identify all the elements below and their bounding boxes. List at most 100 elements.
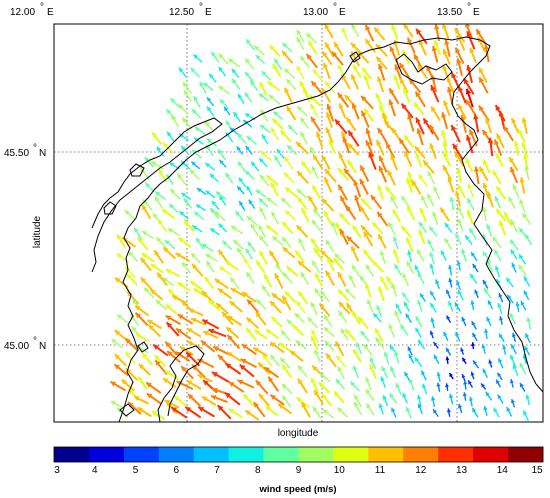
wind-arrow <box>368 364 377 379</box>
wind-arrow <box>458 403 463 414</box>
wind-arrow <box>212 345 230 356</box>
wind-arrow <box>325 239 335 253</box>
wind-arrow <box>390 196 399 209</box>
wind-arrow <box>300 160 312 175</box>
wind-arrow <box>152 343 169 357</box>
wind-arrow <box>245 271 255 284</box>
wind-arrow <box>270 182 279 197</box>
wind-arrow <box>110 400 125 409</box>
wind-arrow <box>507 196 517 210</box>
lat-tick-deg: ° <box>33 143 37 154</box>
wind-arrow <box>395 382 402 395</box>
wind-arrow <box>378 63 386 81</box>
wind-arrow <box>265 405 279 417</box>
wind-arrow <box>140 276 153 291</box>
wind-arrow <box>205 260 215 273</box>
wind-arrow <box>244 92 253 103</box>
wind-arrow <box>157 219 167 232</box>
wind-arrow <box>480 382 487 390</box>
wind-arrow <box>446 86 454 105</box>
wind-arrow <box>395 303 402 315</box>
wind-arrow <box>242 119 253 128</box>
wind-arrow <box>472 263 479 273</box>
plot-frame <box>53 23 544 423</box>
colorbar-swatch <box>54 447 90 462</box>
wind-arrow <box>470 300 475 311</box>
wind-arrow <box>258 157 268 168</box>
wind-arrow <box>414 145 426 160</box>
coastline-po-delta <box>157 345 205 422</box>
wind-arrow <box>282 246 296 259</box>
wind-arrow <box>453 27 466 43</box>
coastline-islet-5 <box>119 403 135 417</box>
wind-arrow <box>495 379 502 388</box>
wind-arrow <box>448 264 453 276</box>
wind-arrow <box>524 165 530 180</box>
wind-arrow <box>337 167 349 181</box>
wind-arrow <box>190 67 201 78</box>
wind-arrow <box>427 170 435 185</box>
wind-arrow <box>323 326 335 338</box>
wind-arrow <box>190 161 201 170</box>
wind-arrow <box>352 348 362 363</box>
wind-arrow <box>470 251 478 262</box>
wind-arrow <box>429 143 437 159</box>
wind-arrow <box>311 184 321 199</box>
colorbar-tick-label: 4 <box>92 465 98 476</box>
wind-arrow <box>297 196 308 211</box>
wind-arrow <box>269 394 285 406</box>
wind-arrow <box>307 40 318 55</box>
wind-arrow <box>482 159 491 174</box>
wind-arrow <box>165 314 181 326</box>
wind-arrow <box>167 227 180 237</box>
wind-arrow <box>375 56 388 71</box>
colorbar-tick-label: 7 <box>214 465 220 476</box>
wind-arrow <box>443 331 449 342</box>
wind-arrow <box>370 194 383 210</box>
wind-arrow <box>175 252 190 262</box>
wind-arrow <box>433 186 441 200</box>
wind-arrow <box>197 373 214 383</box>
wind-arrow <box>226 334 241 350</box>
wind-arrow <box>295 224 309 238</box>
lon-tick-hemi: E <box>205 7 212 18</box>
wind-arrow <box>136 406 152 418</box>
wind-arrow <box>486 316 492 327</box>
wind-arrow <box>314 272 324 287</box>
wind-arrow <box>446 408 451 417</box>
wind-arrow <box>297 378 308 394</box>
wind-arrow <box>271 292 286 305</box>
wind-arrow <box>366 299 374 313</box>
wind-arrow <box>193 95 201 108</box>
wind-arrow <box>509 354 516 367</box>
wind-arrow <box>187 393 202 407</box>
wind-arrow <box>324 81 336 94</box>
wind-arrow <box>259 206 267 220</box>
wind-arrow <box>416 128 424 146</box>
wind-arrow <box>497 357 504 369</box>
wind-arrow <box>221 311 234 326</box>
wind-arrow <box>388 99 397 117</box>
wind-arrow <box>492 169 502 185</box>
wind-arrow <box>153 354 167 368</box>
wind-arrow <box>338 152 348 169</box>
wind-arrow <box>144 156 154 168</box>
wind-arrow <box>285 78 297 91</box>
wind-arrow <box>323 314 333 328</box>
wind-arrow <box>229 127 239 136</box>
wind-arrow <box>487 299 494 310</box>
wind-arrow <box>178 103 189 115</box>
wind-arrow <box>238 177 247 188</box>
wind-arrow <box>429 302 437 313</box>
wind-arrow <box>416 63 428 79</box>
wind-arrow <box>351 264 361 277</box>
wind-arrow <box>519 362 527 375</box>
wind-arrow <box>337 184 348 201</box>
wind-arrow <box>394 310 401 324</box>
wind-arrow <box>296 105 308 117</box>
wind-arrow <box>217 223 228 233</box>
wind-arrow <box>137 236 149 251</box>
wind-arrow <box>321 50 333 66</box>
colorbar-swatch <box>123 447 160 462</box>
wind-arrow <box>341 27 349 42</box>
